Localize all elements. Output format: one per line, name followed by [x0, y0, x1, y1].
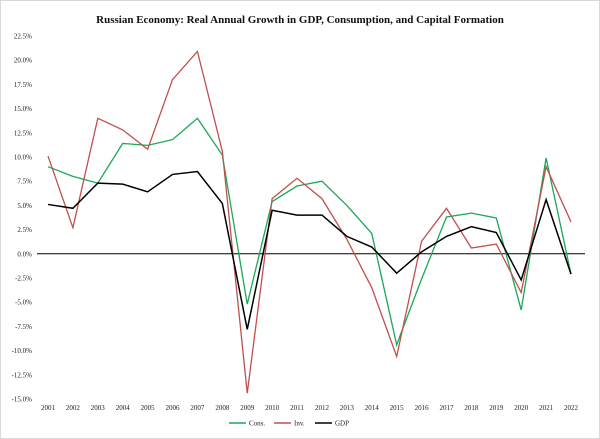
x-tick-label: 2009 — [240, 404, 255, 412]
x-tick-label: 2018 — [464, 404, 479, 412]
x-tick-label: 2022 — [564, 404, 579, 412]
series-line-cons — [47, 117, 572, 348]
y-tick-label: -12.5% — [12, 371, 33, 379]
legend-label: GDP — [335, 420, 349, 428]
x-tick-label: 2004 — [116, 404, 131, 412]
x-tick-label: 2001 — [41, 404, 56, 412]
y-tick-label: 15.0% — [14, 105, 32, 113]
x-axis-ticks: 2001 2002 2003 2004 2005 2006 2007 2008 2009 2010… — [41, 404, 579, 412]
x-tick-label: 2007 — [190, 404, 205, 412]
series-line-inv — [47, 50, 572, 394]
x-tick-label: 2019 — [489, 404, 504, 412]
x-tick-label: 2012 — [315, 404, 330, 412]
legend: Cons. Inv. GDP — [229, 420, 349, 428]
y-tick-label: 7.5% — [17, 178, 32, 186]
y-tick-label: -7.5% — [15, 323, 32, 331]
x-tick-label: 2014 — [365, 404, 380, 412]
plot-area — [37, 50, 585, 394]
y-tick-label: 10.0% — [14, 154, 32, 162]
y-tick-label: 12.5% — [14, 129, 32, 137]
legend-label: Cons. — [249, 420, 265, 428]
x-tick-label: 2005 — [141, 404, 156, 412]
x-tick-label: 2011 — [290, 404, 304, 412]
x-tick-label: 2013 — [340, 404, 355, 412]
y-tick-label: 20.0% — [14, 57, 32, 65]
y-tick-label: 17.5% — [14, 81, 32, 89]
legend-label: Inv. — [294, 420, 305, 428]
x-tick-label: 2002 — [66, 404, 81, 412]
y-tick-label: -5.0% — [15, 299, 32, 307]
y-tick-label: 22.5% — [14, 33, 32, 41]
chart-title: Russian Economy: Real Annual Growth in G… — [96, 14, 504, 26]
y-tick-label: 2.5% — [17, 226, 32, 234]
y-tick-label: -2.5% — [15, 275, 32, 283]
x-tick-label: 2020 — [514, 404, 529, 412]
x-tick-label: 2003 — [91, 404, 106, 412]
y-tick-label: -10.0% — [12, 347, 33, 355]
x-tick-label: 2006 — [166, 404, 181, 412]
x-tick-label: 2021 — [539, 404, 554, 412]
x-tick-label: 2016 — [415, 404, 430, 412]
x-tick-label: 2015 — [390, 404, 405, 412]
y-tick-label: 5.0% — [17, 202, 32, 210]
x-tick-label: 2010 — [265, 404, 280, 412]
x-tick-label: 2008 — [215, 404, 230, 412]
x-tick-label: 2017 — [439, 404, 454, 412]
series-line-gdp — [47, 170, 572, 330]
y-tick-label: -15.0% — [12, 396, 33, 404]
y-axis-ticks: 22.5% 20.0% 17.5% 15.0% 12.5% 10.0% 7.5% 5.0% 2.… — [12, 33, 33, 404]
y-tick-label: 0.0% — [17, 250, 32, 258]
